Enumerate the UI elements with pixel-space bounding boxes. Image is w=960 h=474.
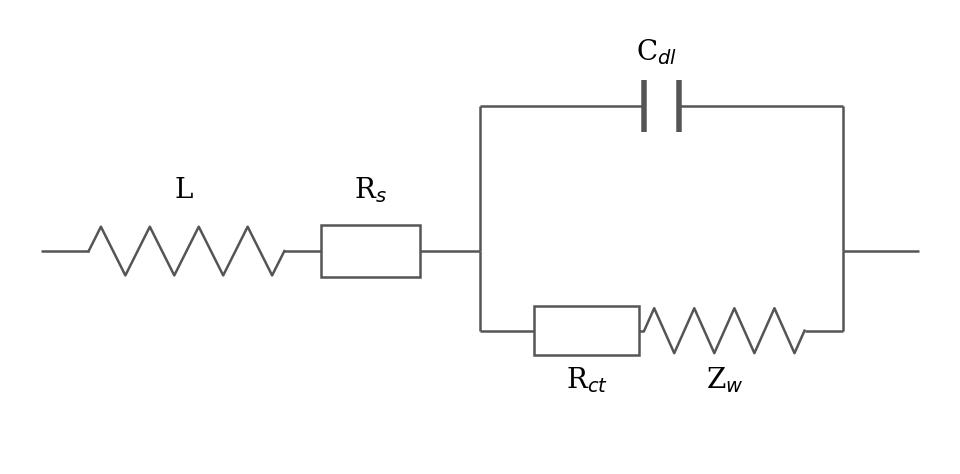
FancyBboxPatch shape (535, 306, 639, 355)
Text: L: L (175, 177, 193, 204)
Text: R$_{ct}$: R$_{ct}$ (565, 365, 608, 395)
Text: R$_s$: R$_s$ (354, 175, 387, 205)
Text: Z$_w$: Z$_w$ (706, 365, 743, 395)
Text: C$_{dl}$: C$_{dl}$ (636, 37, 677, 67)
FancyBboxPatch shape (321, 225, 420, 277)
